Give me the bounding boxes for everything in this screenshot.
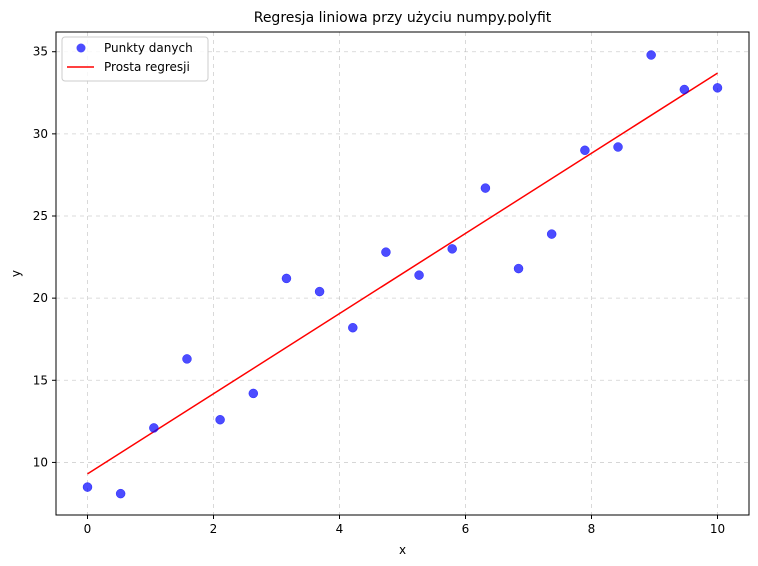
data-point bbox=[248, 388, 259, 399]
data-point bbox=[712, 83, 723, 93]
axis-ticks: 0 2 4 6 8 10 10 15 20 25 30 35 bbox=[33, 45, 725, 536]
y-tick-label: 30 bbox=[33, 127, 48, 141]
data-point bbox=[414, 270, 424, 280]
y-tick-label: 20 bbox=[33, 291, 48, 305]
data-point bbox=[115, 488, 126, 499]
plot-data bbox=[82, 50, 723, 499]
x-tick-label: 8 bbox=[588, 522, 596, 536]
data-point bbox=[182, 354, 192, 364]
x-tick-label: 10 bbox=[710, 522, 725, 536]
data-point bbox=[513, 263, 524, 274]
data-point bbox=[546, 229, 557, 239]
x-tick-label: 6 bbox=[462, 522, 470, 536]
data-point bbox=[646, 50, 656, 60]
y-tick-label: 10 bbox=[33, 455, 48, 469]
y-tick-label: 15 bbox=[33, 373, 48, 387]
data-point bbox=[348, 322, 358, 333]
data-point bbox=[149, 423, 159, 433]
data-point bbox=[613, 142, 623, 152]
x-tick-label: 4 bbox=[336, 522, 344, 536]
chart-title: Regresja liniowa przy użyciu numpy.polyf… bbox=[254, 10, 552, 26]
x-tick-label: 0 bbox=[84, 522, 92, 536]
data-point bbox=[314, 286, 325, 297]
regression-line bbox=[87, 72, 718, 475]
data-point bbox=[215, 414, 225, 425]
x-axis-label: x bbox=[399, 543, 406, 557]
legend: Punkty danych Prosta regresji bbox=[61, 36, 209, 82]
data-point bbox=[580, 145, 590, 156]
data-point bbox=[480, 183, 491, 193]
y-tick-label: 25 bbox=[33, 209, 48, 223]
legend-box bbox=[61, 36, 209, 82]
data-point bbox=[447, 244, 457, 254]
y-tick-label: 35 bbox=[33, 45, 48, 59]
x-tick-label: 2 bbox=[210, 522, 218, 536]
data-point bbox=[679, 84, 690, 95]
data-point bbox=[381, 247, 391, 257]
legend-label-prosta-regresji: Prosta regresji bbox=[104, 60, 190, 74]
data-point bbox=[281, 273, 292, 284]
legend-marker-punkty-danych bbox=[76, 43, 86, 53]
y-axis-label: y bbox=[9, 270, 23, 277]
plot-frame bbox=[55, 31, 750, 516]
data-point bbox=[82, 482, 93, 492]
legend-label-punkty-danych: Punkty danych bbox=[104, 41, 193, 55]
